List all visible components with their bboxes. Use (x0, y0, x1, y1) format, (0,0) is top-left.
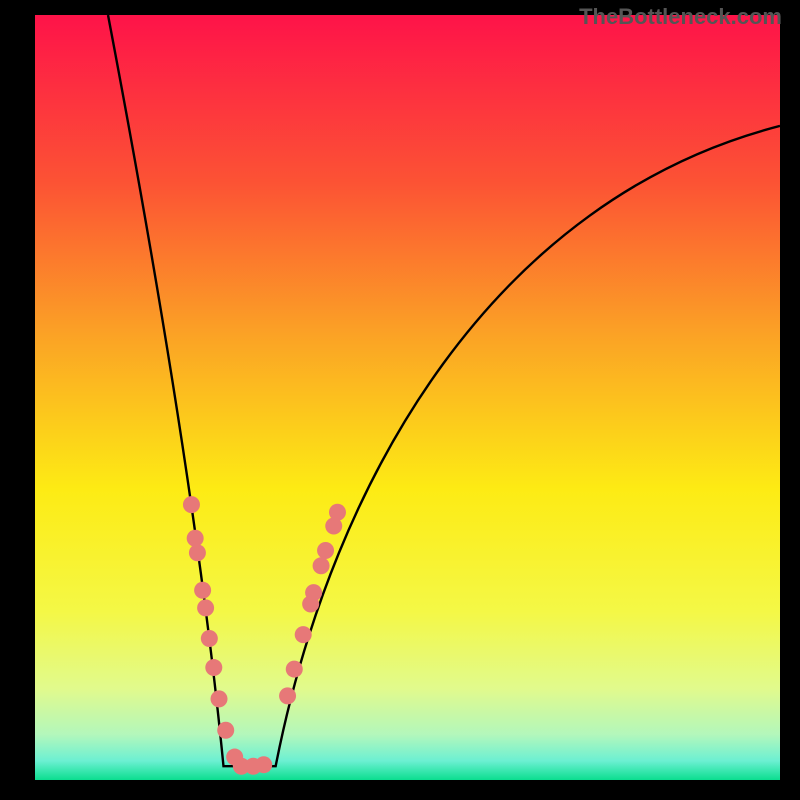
bottleneck-curve (35, 15, 780, 780)
data-marker (217, 722, 234, 739)
data-marker (255, 756, 272, 773)
data-marker (317, 542, 334, 559)
curve-path (108, 15, 780, 766)
data-marker (329, 504, 346, 521)
data-marker (286, 661, 303, 678)
plot-area (35, 15, 780, 780)
watermark-text: TheBottleneck.com (579, 4, 782, 30)
data-marker (313, 557, 330, 574)
data-marker (305, 584, 322, 601)
marker-group (183, 496, 346, 775)
data-marker (205, 659, 222, 676)
data-marker (295, 626, 312, 643)
chart-frame: TheBottleneck.com (0, 0, 800, 800)
data-marker (279, 687, 296, 704)
data-marker (197, 599, 214, 616)
data-marker (201, 630, 218, 647)
data-marker (194, 582, 211, 599)
data-marker (211, 690, 228, 707)
data-marker (187, 530, 204, 547)
data-marker (183, 496, 200, 513)
data-marker (189, 544, 206, 561)
